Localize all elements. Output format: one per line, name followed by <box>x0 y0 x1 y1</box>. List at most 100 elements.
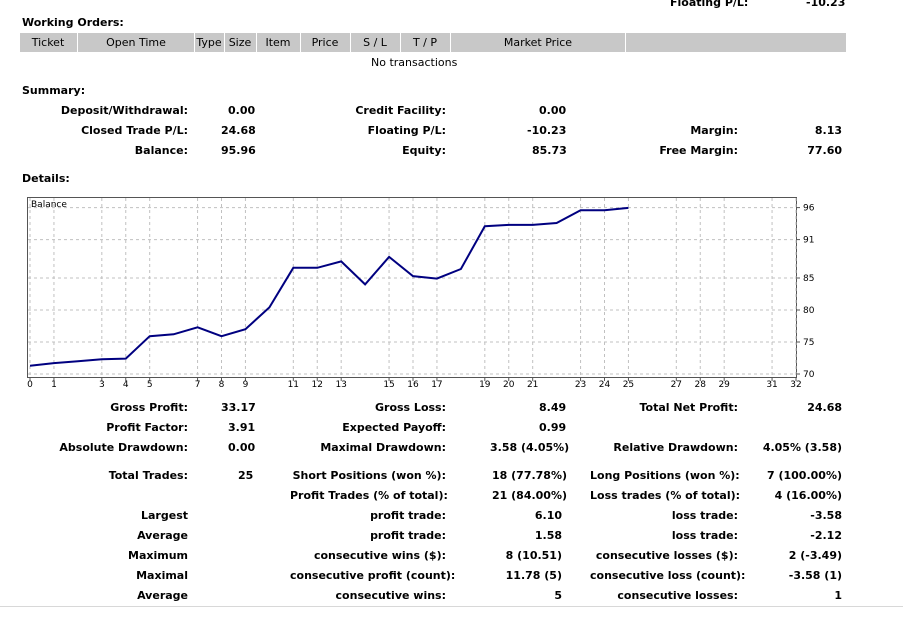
x-tick-label: 8 <box>219 380 225 390</box>
total-trades-value: 25 <box>238 469 254 482</box>
x-tick-label: 4 <box>123 380 129 390</box>
col-price[interactable]: Price <box>311 36 339 49</box>
x-tick-label: 15 <box>383 380 394 390</box>
max-drawdown-label: Maximal Drawdown: <box>320 441 446 454</box>
credit-label: Credit Facility: <box>355 104 446 117</box>
y-tick-label: 96 <box>803 204 815 214</box>
margin-label: Margin: <box>690 124 738 137</box>
x-tick-label: 27 <box>671 380 682 390</box>
row-left-label: Largest <box>141 509 188 522</box>
x-tick-label: 3 <box>99 380 105 390</box>
row-right-label: loss trade: <box>671 509 738 522</box>
row-right-label: consecutive loss (count): <box>590 569 746 582</box>
details-title: Details: <box>22 172 70 185</box>
row-mid-label: consecutive wins: <box>335 589 446 602</box>
expected-payoff-value: 0.99 <box>539 421 567 434</box>
row-mid-value: 6.10 <box>534 509 562 522</box>
gross-loss-label: Gross Loss: <box>375 401 446 414</box>
abs-drawdown-value: 0.00 <box>228 441 256 454</box>
y-tick-label: 85 <box>803 274 814 284</box>
expected-payoff-label: Expected Payoff: <box>342 421 446 434</box>
x-tick-label: 21 <box>527 380 538 390</box>
x-tick-label: 25 <box>623 380 634 390</box>
y-tick-label: 91 <box>803 236 814 246</box>
y-tick-label: 70 <box>803 370 815 380</box>
deposit-label: Deposit/Withdrawal: <box>60 104 188 117</box>
credit-value: 0.00 <box>539 104 567 117</box>
row-left-label: Maximum <box>128 549 188 562</box>
equity-value: 85.73 <box>532 144 567 157</box>
x-tick-label: 11 <box>288 380 299 390</box>
working-orders-header: Ticket Open Time Type Size Item Price S … <box>20 33 846 52</box>
profit-factor-value: 3.91 <box>228 421 256 434</box>
row-right-label: consecutive losses: <box>617 589 738 602</box>
balance-label: Balance: <box>134 144 188 157</box>
col-ticket[interactable]: Ticket <box>31 36 65 49</box>
x-tick-label: 24 <box>599 380 611 390</box>
x-tick-label: 20 <box>503 380 515 390</box>
x-tick-label: 23 <box>575 380 586 390</box>
x-tick-label: 16 <box>407 380 419 390</box>
top-floating-label: Floating P/L: <box>670 0 749 9</box>
y-tick-label: 80 <box>803 306 815 316</box>
floating-value: -10.23 <box>527 124 567 137</box>
rel-drawdown-label: Relative Drawdown: <box>613 441 738 454</box>
col-open-time[interactable]: Open Time <box>106 36 166 49</box>
balance-series-line <box>29 206 629 367</box>
row-left-label: Average <box>137 529 188 542</box>
rel-drawdown-value: 4.05% (3.58) <box>762 441 842 454</box>
row-mid-value: 1.58 <box>534 529 562 542</box>
row-left-label: Average <box>137 589 188 602</box>
row-right-value: -2.12 <box>810 529 842 542</box>
deposit-value: 0.00 <box>228 104 256 117</box>
equity-label: Equity: <box>402 144 446 157</box>
col-item[interactable]: Item <box>265 36 291 49</box>
max-drawdown-value: 3.58 (4.05%) <box>490 441 570 454</box>
gross-profit-label: Gross Profit: <box>110 401 188 414</box>
no-transactions: No transactions <box>371 56 458 69</box>
top-floating-value: -10.23 <box>806 0 846 9</box>
row-mid-label: consecutive profit (count): <box>290 569 456 582</box>
col-market-price[interactable]: Market Price <box>503 36 573 49</box>
x-tick-label: 5 <box>147 380 153 390</box>
free-margin-value: 77.60 <box>807 144 842 157</box>
total-net-label: Total Net Profit: <box>639 401 739 414</box>
profit-trades-label: Profit Trades (% of total): <box>290 489 448 502</box>
free-margin-label: Free Margin: <box>659 144 738 157</box>
row-right-value: 2 (-3.49) <box>788 549 842 562</box>
loss-trades-value: 4 (16.00%) <box>774 489 842 502</box>
bottom-divider <box>0 606 903 607</box>
y-tick-label: 75 <box>803 338 814 348</box>
row-right-value: -3.58 (1) <box>788 569 842 582</box>
row-mid-label: profit trade: <box>370 529 446 542</box>
x-tick-label: 13 <box>335 380 346 390</box>
floating-label: Floating P/L: <box>367 124 446 137</box>
short-positions-label: Short Positions (won %): <box>292 469 446 482</box>
row-right-value: -3.58 <box>810 509 842 522</box>
total-trades-label: Total Trades: <box>108 469 188 482</box>
long-positions-value: 7 (100.00%) <box>766 469 842 482</box>
x-tick-label: 29 <box>718 380 730 390</box>
balance-value: 95.96 <box>221 144 256 157</box>
x-tick-label: 7 <box>195 380 201 390</box>
x-tick-label: 1 <box>51 380 57 390</box>
closed-label: Closed Trade P/L: <box>81 124 188 137</box>
closed-value: 24.68 <box>221 124 256 137</box>
x-tick-label: 0 <box>27 380 33 390</box>
col-tp[interactable]: T / P <box>412 36 438 49</box>
row-mid-value: 8 (10.51) <box>505 549 562 562</box>
row-mid-value: 11.78 (5) <box>505 569 562 582</box>
total-net-value: 24.68 <box>807 401 842 414</box>
x-tick-label: 19 <box>479 380 491 390</box>
short-positions-value: 18 (77.78%) <box>492 469 568 482</box>
col-sl[interactable]: S / L <box>363 36 387 49</box>
col-size[interactable]: Size <box>228 36 252 49</box>
gross-profit-value: 33.17 <box>221 401 256 414</box>
x-tick-label: 12 <box>312 380 323 390</box>
row-mid-label: profit trade: <box>370 509 446 522</box>
col-type[interactable]: Type <box>196 36 222 49</box>
x-tick-label: 9 <box>243 380 249 390</box>
row-right-label: loss trade: <box>671 529 738 542</box>
x-tick-label: 17 <box>431 380 442 390</box>
x-tick-label: 32 <box>790 380 801 390</box>
